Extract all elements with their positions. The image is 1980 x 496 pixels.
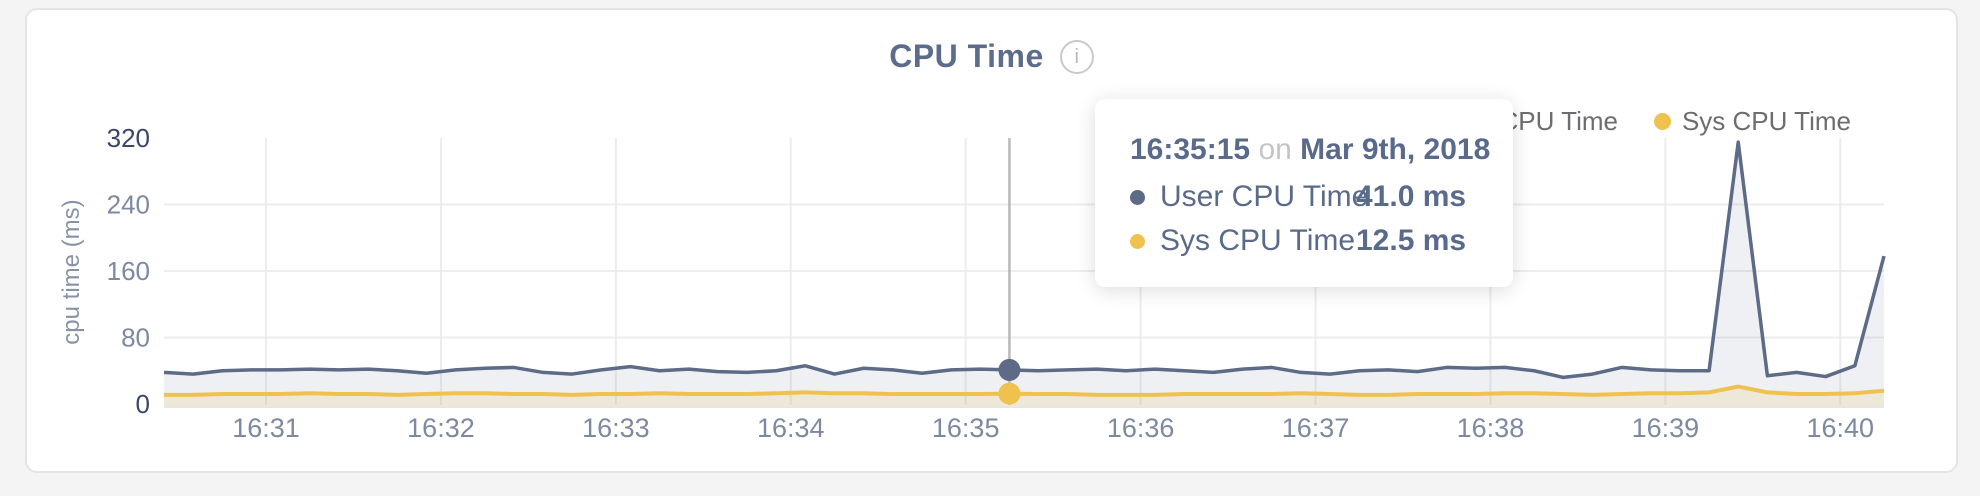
x-tick-label: 16:36 — [1107, 413, 1175, 443]
x-tick-label: 16:38 — [1457, 413, 1525, 443]
chart-title: CPU Time — [889, 38, 1044, 74]
user-highlight-point — [998, 358, 1021, 381]
x-tick-label: 16:40 — [1806, 413, 1874, 443]
sys-highlight-point — [998, 382, 1021, 405]
x-tick-label: 16:37 — [1282, 413, 1350, 443]
x-tick-label: 16:33 — [582, 413, 650, 443]
x-tick-label: 16:31 — [232, 413, 300, 443]
tooltip-value-sys: 12.5 ms — [1356, 224, 1467, 257]
chart-title-row: CPU Time i — [27, 38, 1956, 75]
sys-cpu-line — [164, 384, 1885, 397]
user-cpu-line — [163, 140, 1886, 380]
y-axis-title: cpu time (ms) — [58, 199, 85, 345]
info-icon[interactable]: i — [1059, 39, 1094, 74]
tooltip-time: 16:35:15 — [1130, 133, 1251, 166]
user-series-dot-icon — [1130, 189, 1145, 205]
y-tick-label: 240 — [107, 190, 150, 220]
y-tick-label: 320 — [107, 123, 150, 153]
legend-label-sys: Sys CPU Time — [1681, 106, 1851, 136]
tooltip-row-sys: Sys CPU Time 12.5 ms — [1130, 219, 1483, 263]
tooltip-label-user: User CPU Time — [1160, 180, 1369, 213]
sys-series-dot-icon — [1653, 113, 1671, 130]
sys-series-dot-icon — [1130, 233, 1145, 249]
info-icon-glyph: i — [1074, 45, 1079, 68]
x-tick-label: 16:34 — [757, 413, 825, 443]
y-tick-label: 80 — [121, 323, 150, 353]
tooltip-value-user: 41.0 ms — [1356, 180, 1467, 213]
y-tick-label: 160 — [107, 256, 150, 286]
x-tick-label: 16:35 — [932, 413, 1000, 443]
tooltip-date: Mar 9th, 2018 — [1300, 133, 1491, 166]
x-tick-label: 16:32 — [407, 413, 475, 443]
tooltip-preposition: on — [1258, 133, 1292, 166]
tooltip-label-sys: Sys CPU Time — [1160, 224, 1356, 257]
tooltip-row-user: User CPU Time 41.0 ms — [1130, 175, 1483, 219]
y-tick-label: 0 — [136, 389, 150, 419]
legend-item-sys-cpu-time[interactable]: Sys CPU Time — [1653, 106, 1851, 137]
sys-cpu-area-fill — [164, 386, 1884, 406]
x-tick-label: 16:39 — [1632, 413, 1700, 443]
tooltip-header: 16:35:15 on Mar 9th, 2018 — [1130, 133, 1490, 167]
chart-tooltip: 16:35:15 on Mar 9th, 2018 User CPU Time … — [1095, 99, 1513, 287]
user-cpu-area-fill — [164, 142, 1884, 406]
